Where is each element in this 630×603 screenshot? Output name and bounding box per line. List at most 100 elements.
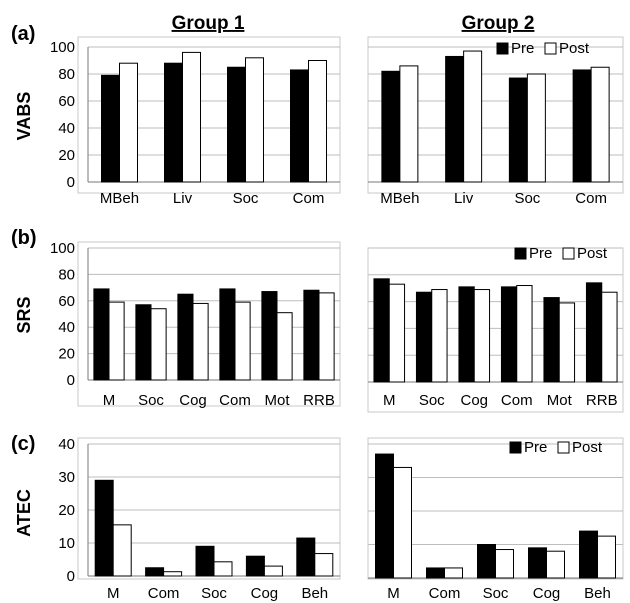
category-label-com: Com: [219, 392, 251, 409]
pre-bar-liv: [164, 62, 183, 183]
pre-bar-cog: [528, 547, 547, 579]
post-bar-mot: [558, 302, 576, 383]
category-label-liv: Liv: [454, 190, 474, 207]
vabs-ylabel: VABS: [14, 92, 34, 141]
y-tick-label: 80: [58, 66, 75, 83]
legend-pre-label: Pre: [511, 40, 534, 57]
pre-bar-beh: [579, 530, 598, 579]
pre-bar-mot: [543, 297, 560, 383]
category-label-m: M: [107, 585, 120, 602]
pre-bar-com: [145, 567, 165, 577]
post-bar-com: [590, 66, 610, 183]
post-bar-mot: [276, 312, 293, 381]
category-label-soc: Soc: [483, 585, 509, 602]
post-bar-m: [108, 301, 125, 381]
post-bar-m: [112, 524, 132, 577]
pre-bar-soc: [227, 66, 246, 183]
category-label-soc: Soc: [138, 392, 164, 409]
post-bar-m: [388, 283, 406, 383]
panel-a-letter: (a): [11, 23, 35, 45]
category-label-com: Com: [293, 190, 325, 207]
y-tick-label: 80: [58, 266, 75, 283]
category-label-soc: Soc: [419, 392, 445, 409]
pre-bar-com: [500, 286, 518, 383]
post-bar-com: [163, 571, 183, 577]
pre-bar-com: [290, 69, 309, 183]
post-bar-soc: [495, 549, 514, 579]
panel-b-letter: (b): [11, 227, 37, 249]
pre-bar-m: [93, 288, 110, 381]
post-bar-rrb: [601, 291, 618, 383]
category-label-beh: Beh: [301, 585, 328, 602]
y-tick-label: 100: [50, 39, 75, 56]
pre-bar-cog: [458, 286, 475, 383]
post-bar-soc: [150, 308, 167, 381]
chart-4: M Soc Cog Com Mot RRB Pre Post: [367, 245, 624, 413]
atec-ylabel: ATEC: [14, 489, 34, 537]
post-bar-soc: [245, 57, 264, 183]
post-bar-rrb: [318, 292, 335, 381]
post-bar-soc: [431, 289, 448, 383]
pre-bar-liv: [445, 55, 465, 183]
pre-bar-soc: [415, 291, 433, 383]
post-bar-com: [444, 567, 463, 579]
pre-bar-cog: [245, 555, 265, 577]
pre-bar-com: [572, 69, 592, 183]
legend-pre-swatch: [496, 42, 509, 55]
legend-pre-swatch: [514, 247, 527, 260]
chart-frame: [77, 437, 341, 580]
y-tick-label: 20: [58, 147, 75, 164]
pre-bar-com: [219, 288, 236, 381]
y-tick-label: 40: [58, 120, 75, 137]
chart-frame: [77, 36, 341, 194]
legend-post-label: Post: [572, 439, 603, 456]
chart-frame: [367, 437, 624, 580]
category-label-mot: Mot: [547, 392, 573, 409]
chart-frame: [367, 36, 624, 194]
pre-bar-soc: [508, 77, 528, 183]
post-bar-cog: [546, 550, 565, 579]
pre-bar-rrb: [303, 289, 320, 381]
chart-frame: [367, 247, 624, 413]
post-bar-beh: [597, 535, 616, 579]
category-label-m: M: [387, 585, 400, 602]
post-bar-com: [516, 285, 533, 383]
category-label-mbeh: MBeh: [100, 190, 139, 207]
post-bar-liv: [463, 50, 483, 183]
category-label-cog: Cog: [460, 392, 488, 409]
legend: Pre Post: [509, 439, 603, 456]
category-label-mbeh: MBeh: [380, 190, 419, 207]
category-label-soc: Soc: [233, 190, 259, 207]
y-tick-label: 100: [50, 240, 75, 257]
category-label-com: Com: [575, 190, 607, 207]
pre-bar-mot: [261, 291, 278, 381]
legend: Pre Post: [496, 40, 590, 57]
post-bar-cog: [192, 302, 209, 381]
y-tick-label: 0: [67, 568, 75, 585]
chart-5: 0 10 20 30 40 M Com Soc Cog Beh: [58, 436, 341, 602]
pre-bar-mbeh: [381, 70, 401, 183]
legend-pre-label: Pre: [529, 245, 552, 262]
legend-post-label: Post: [559, 40, 590, 57]
pre-bar-soc: [477, 544, 496, 579]
post-bar-soc: [213, 561, 233, 577]
chart-2: MBeh Liv Soc Com Pre Post: [367, 36, 624, 207]
post-bar-cog: [473, 289, 491, 383]
group-1-title: Group 1: [172, 13, 245, 34]
chart-frame: [77, 241, 341, 407]
pre-bar-m: [94, 479, 114, 577]
pre-bar-mbeh: [101, 74, 120, 183]
y-tick-label: 10: [58, 535, 75, 552]
category-label-rrb: RRB: [586, 392, 618, 409]
post-bar-com: [308, 60, 327, 183]
pre-bar-rrb: [585, 282, 603, 383]
pre-bar-m: [373, 278, 390, 383]
panel-c-letter: (c): [11, 433, 35, 455]
y-tick-label: 20: [58, 502, 75, 519]
legend: Pre Post: [514, 245, 608, 262]
category-label-cog: Cog: [533, 585, 561, 602]
pre-bar-cog: [177, 293, 194, 381]
post-bar-mbeh: [399, 65, 419, 183]
post-bar-mbeh: [119, 62, 138, 183]
